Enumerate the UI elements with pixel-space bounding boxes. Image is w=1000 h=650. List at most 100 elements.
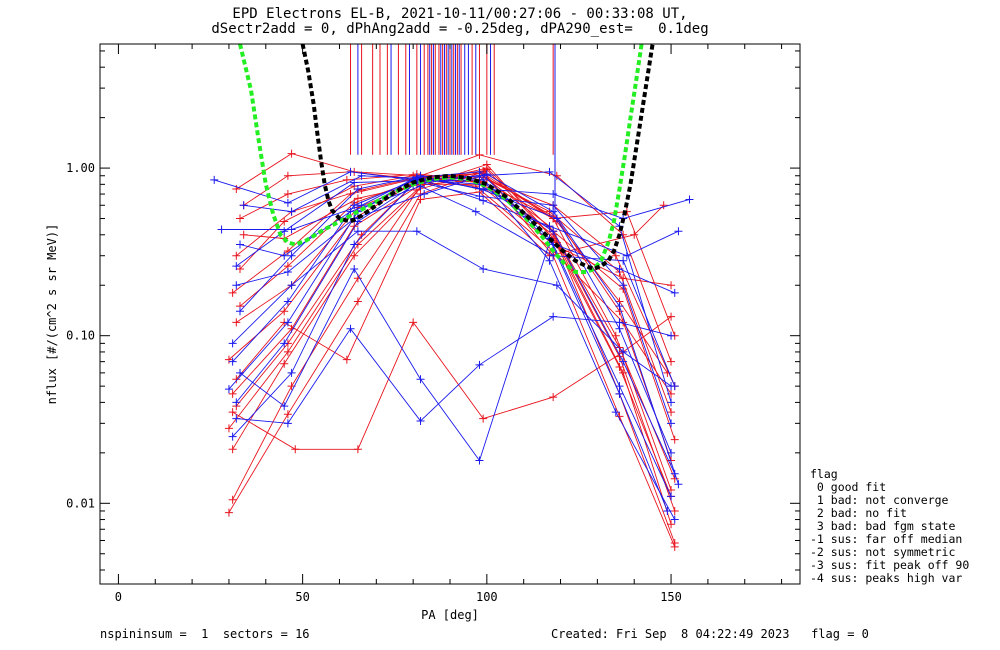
data-point-blue xyxy=(236,240,244,249)
data-point-blue xyxy=(615,264,624,273)
data-point-red xyxy=(224,355,233,364)
data-point-red xyxy=(667,357,676,366)
data-point-blue xyxy=(232,398,241,407)
data-point-blue xyxy=(545,167,554,176)
chart-title-line1: EPD Electrons EL-B, 2021-10-11/00:27:06 … xyxy=(232,6,688,22)
data-point-blue xyxy=(350,264,359,273)
data-point-blue xyxy=(283,267,292,276)
data-point-blue xyxy=(280,251,289,260)
series-line-blue xyxy=(221,176,690,230)
series-line-red xyxy=(239,173,676,387)
data-point-red xyxy=(670,435,679,444)
data-point-blue xyxy=(346,324,355,333)
data-point-blue xyxy=(685,195,694,204)
data-point-blue xyxy=(619,347,628,356)
data-point-red xyxy=(232,251,241,260)
data-point-blue xyxy=(232,281,241,290)
data-point-blue xyxy=(615,382,624,391)
series-line-blue xyxy=(232,230,672,387)
data-point-red xyxy=(283,190,292,199)
data-point-red xyxy=(228,445,237,454)
data-point-blue xyxy=(287,368,296,377)
y-tick-label: 0.01 xyxy=(66,496,95,510)
data-point-red xyxy=(409,318,418,327)
data-point-blue xyxy=(232,414,241,423)
series-line-red xyxy=(236,172,668,374)
data-point-blue xyxy=(287,207,296,216)
data-point-blue xyxy=(552,214,561,223)
data-point-blue xyxy=(350,201,359,210)
data-point-blue xyxy=(549,312,558,321)
data-point-red xyxy=(232,318,241,327)
data-point-blue xyxy=(416,375,425,384)
data-point-blue xyxy=(228,357,237,366)
data-point-blue xyxy=(667,419,676,428)
legend-item: -3 sus: fit peak off 90 xyxy=(810,558,970,572)
data-point-blue xyxy=(674,480,683,489)
series-line-blue xyxy=(236,180,672,424)
data-point-blue xyxy=(667,331,676,340)
series-line-blue xyxy=(239,175,672,453)
data-point-blue xyxy=(287,251,296,260)
x-axis-label: PA [deg] xyxy=(421,608,479,622)
series-line-blue xyxy=(236,316,672,424)
legend-item: 2 bad: no fit xyxy=(810,506,907,520)
data-point-blue xyxy=(357,171,366,180)
data-point-blue xyxy=(420,190,429,199)
data-point-red xyxy=(667,281,676,290)
series-line-blue xyxy=(239,241,675,462)
data-point-blue xyxy=(549,207,558,216)
data-point-red xyxy=(283,410,292,419)
data-point-blue xyxy=(619,357,628,366)
legend-item: 1 bad: not converge xyxy=(810,493,949,507)
data-point-red xyxy=(280,217,289,226)
data-point-red xyxy=(353,194,362,203)
data-point-blue xyxy=(674,227,683,236)
data-point-blue xyxy=(280,339,289,348)
data-point-blue xyxy=(549,227,558,236)
data-point-blue xyxy=(622,251,631,260)
data-point-blue xyxy=(619,256,628,265)
series-line-red xyxy=(232,179,672,525)
data-point-blue xyxy=(670,288,679,297)
data-point-blue xyxy=(236,307,244,316)
flag-legend: flag 0 good fit 1 bad: not converge 2 ba… xyxy=(810,468,969,585)
series-line-red xyxy=(239,175,672,413)
series-line-blue xyxy=(228,171,668,512)
data-point-blue xyxy=(283,419,292,428)
data-point-blue xyxy=(471,207,480,216)
data-point-red xyxy=(239,230,248,239)
x-tick-label: 50 xyxy=(295,590,309,604)
data-point-blue xyxy=(350,240,359,249)
data-point-red xyxy=(667,408,676,417)
data-point-red xyxy=(224,424,233,433)
data-point-blue xyxy=(670,515,679,524)
data-point-blue xyxy=(283,198,292,207)
data-point-blue xyxy=(416,416,425,425)
footer-left: nspininsum = 1 sectors = 16 xyxy=(100,627,310,641)
data-point-blue xyxy=(210,175,219,184)
data-point-red xyxy=(475,150,484,159)
data-point-red xyxy=(283,171,292,180)
data-point-red xyxy=(224,508,233,517)
chart-title-line2: dSectr2add = 0, dPhAng2add = -0.25deg, d… xyxy=(211,21,709,37)
data-point-blue xyxy=(549,190,558,199)
data-point-red xyxy=(353,297,362,306)
data-point-blue xyxy=(667,492,676,501)
series-line-red xyxy=(236,153,672,362)
data-point-blue xyxy=(217,225,226,234)
data-point-blue xyxy=(412,227,421,236)
data-point-red xyxy=(236,214,244,223)
data-point-blue xyxy=(475,167,484,176)
series-line-red xyxy=(232,167,676,479)
data-point-red xyxy=(615,363,624,372)
data-point-blue xyxy=(283,318,292,327)
data-point-blue xyxy=(280,402,289,411)
data-point-blue xyxy=(479,196,488,205)
data-point-red xyxy=(280,307,289,316)
data-point-red xyxy=(228,408,237,417)
data-point-blue xyxy=(667,398,676,407)
data-point-red xyxy=(228,495,237,504)
data-point-blue xyxy=(353,185,362,194)
data-point-red xyxy=(670,506,679,515)
